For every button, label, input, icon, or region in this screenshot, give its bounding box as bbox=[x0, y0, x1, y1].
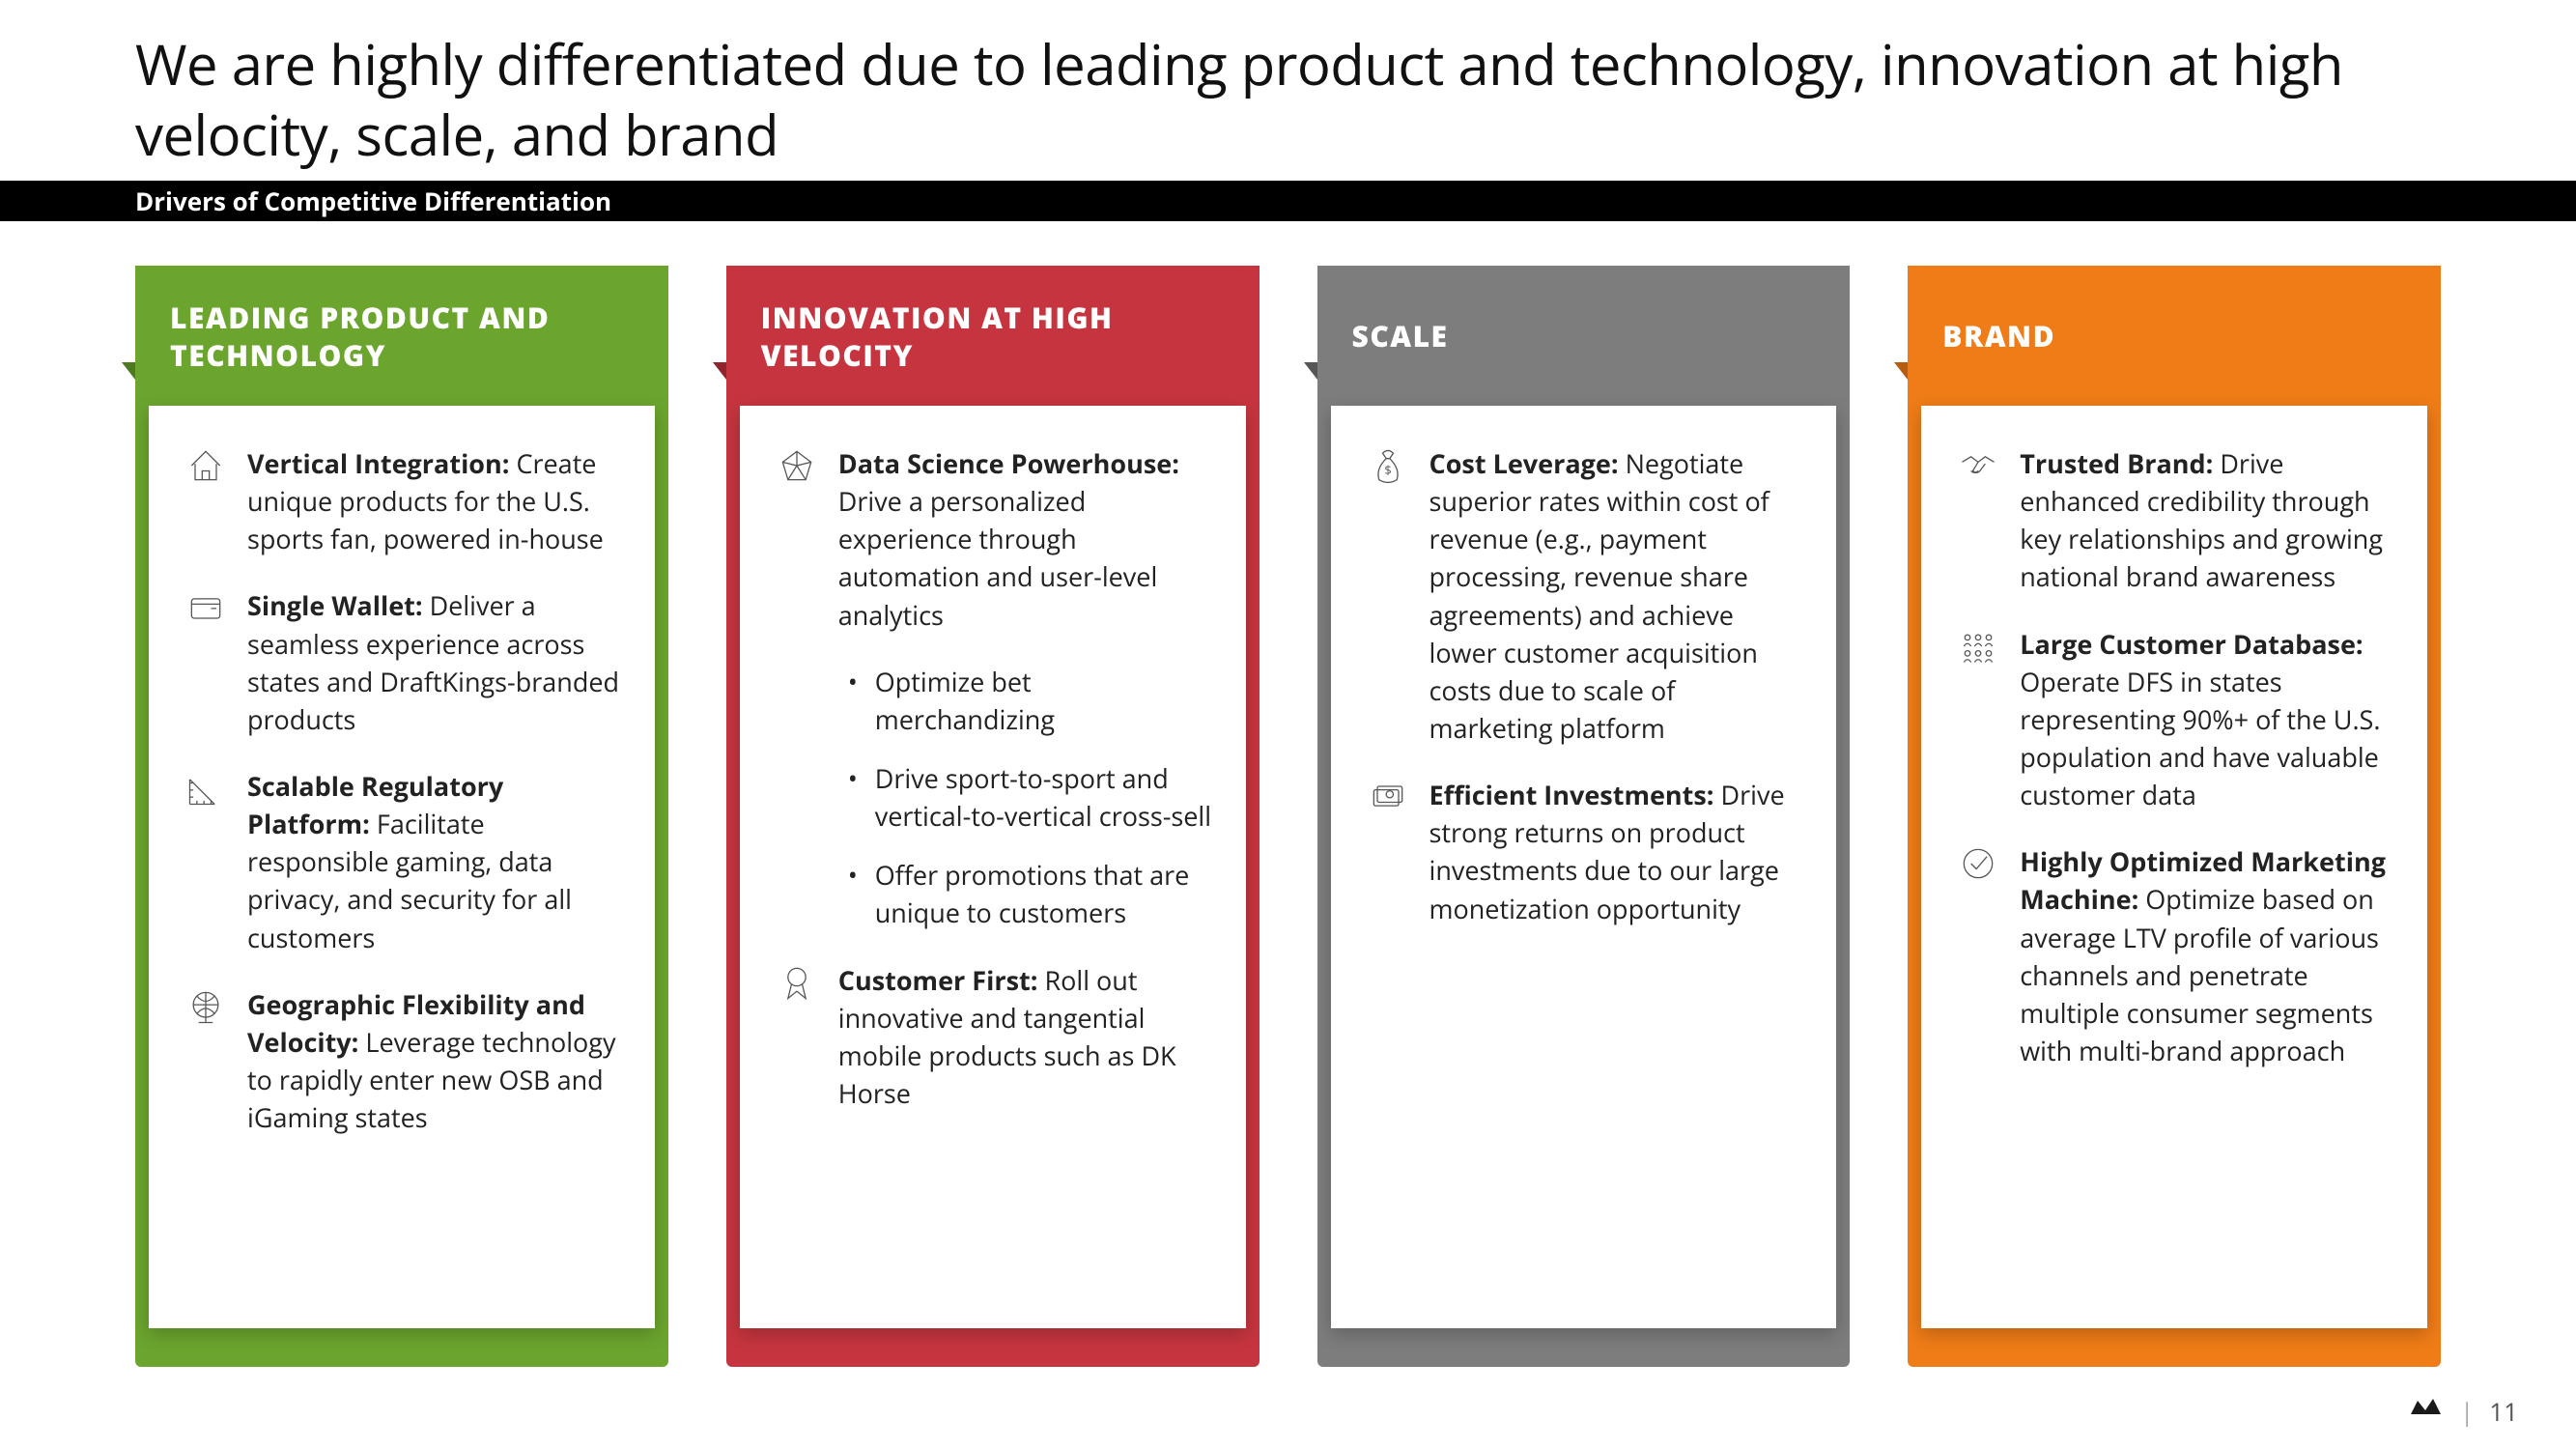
column-card: Trusted Brand: Drive enhanced credibilit… bbox=[1921, 406, 2427, 1328]
item-text: Trusted Brand: Drive enhanced credibilit… bbox=[2020, 444, 2394, 596]
column-header: BRAND bbox=[1908, 266, 2441, 406]
item-text: Large Customer Database: Operate DFS in … bbox=[2020, 625, 2394, 814]
column-item: Customer First: Roll out innovative and … bbox=[773, 961, 1213, 1113]
column-brand: BRAND Trusted Brand: Drive enhanced credi… bbox=[1908, 266, 2441, 1328]
column-item: Single Wallet: Deliver a seamless experi… bbox=[182, 586, 622, 738]
item-text: Geographic Flexibility and Velocity: Lev… bbox=[247, 985, 622, 1137]
item-title: Vertical Integration: bbox=[247, 445, 509, 481]
fold-icon bbox=[1894, 362, 1908, 380]
slide-title: We are highly differentiated due to lead… bbox=[135, 29, 2441, 169]
column-item: Trusted Brand: Drive enhanced credibilit… bbox=[1954, 444, 2394, 596]
sub-bullet: Drive sport-to-sport and vertical-to-ver… bbox=[848, 759, 1213, 835]
fold-icon bbox=[713, 362, 726, 380]
item-title: Single Wallet: bbox=[247, 587, 423, 623]
item-text: Vertical Integration: Create unique prod… bbox=[247, 444, 622, 557]
sub-bullet-list: Optimize bet merchandizing Drive sport-to… bbox=[848, 663, 1213, 932]
item-title: Cost Leverage: bbox=[1430, 445, 1619, 481]
handshake-icon bbox=[1954, 444, 2002, 493]
column-leading: LEADING PRODUCT AND TECHNOLOGY Vertical I… bbox=[135, 266, 668, 1328]
column-card: Vertical Integration: Create unique prod… bbox=[149, 406, 655, 1328]
pentagon-icon bbox=[773, 444, 821, 493]
moneybag-icon: $ bbox=[1364, 444, 1412, 493]
item-body: Negotiate superior rates within cost of … bbox=[1430, 445, 1769, 746]
people-icon bbox=[1954, 625, 2002, 673]
column-item: Highly Optimized Marketing Machine: Opti… bbox=[1954, 842, 2394, 1069]
item-title: Efficient Investments: bbox=[1430, 777, 1714, 812]
sub-bullet: Optimize bet merchandizing bbox=[848, 663, 1213, 738]
footer-separator: | bbox=[2460, 1394, 2474, 1429]
logo-icon bbox=[2406, 1393, 2445, 1430]
globe-icon bbox=[182, 985, 230, 1034]
subtitle-bar: Drivers of Competitive Differentiation bbox=[0, 181, 2576, 221]
column-item: Efficient Investments: Drive strong retu… bbox=[1364, 776, 1804, 927]
column-item: Scalable Regulatory Platform: Facilitate… bbox=[182, 767, 622, 956]
ruler-icon bbox=[182, 767, 230, 815]
column-header: SCALE bbox=[1317, 266, 1851, 406]
target-icon bbox=[1954, 842, 2002, 891]
column-innovation: INNOVATION AT HIGH VELOCITY Data Science … bbox=[726, 266, 1260, 1328]
item-title: Data Science Powerhouse: bbox=[838, 445, 1179, 481]
item-title: Large Customer Database: bbox=[2020, 626, 2363, 662]
item-text: Scalable Regulatory Platform: Facilitate… bbox=[247, 767, 622, 956]
house-icon bbox=[182, 444, 230, 493]
sub-bullet: Offer promotions that are unique to cust… bbox=[848, 856, 1213, 931]
columns-container: LEADING PRODUCT AND TECHNOLOGY Vertical I… bbox=[135, 266, 2441, 1328]
cash-icon bbox=[1364, 776, 1412, 824]
svg-text:$: $ bbox=[1384, 461, 1391, 478]
column-header: INNOVATION AT HIGH VELOCITY bbox=[726, 266, 1260, 406]
item-text: Cost Leverage: Negotiate superior rates … bbox=[1430, 444, 1804, 747]
ribbon-icon bbox=[773, 961, 821, 1009]
footer: | 11 bbox=[2406, 1393, 2518, 1430]
item-body: Operate DFS in states representing 90%+ … bbox=[2020, 664, 2380, 812]
column-item: Geographic Flexibility and Velocity: Lev… bbox=[182, 985, 622, 1137]
column-header: LEADING PRODUCT AND TECHNOLOGY bbox=[135, 266, 668, 406]
page-number: 11 bbox=[2489, 1394, 2518, 1429]
column-item: Vertical Integration: Create unique prod… bbox=[182, 444, 622, 557]
column-item: Large Customer Database: Operate DFS in … bbox=[1954, 625, 2394, 814]
wallet-icon bbox=[182, 586, 230, 635]
item-text: Single Wallet: Deliver a seamless experi… bbox=[247, 586, 622, 738]
fold-icon bbox=[1304, 362, 1317, 380]
subtitle-bar-text: Drivers of Competitive Differentiation bbox=[0, 184, 611, 218]
column-scale: SCALE $ Cost Leverage: Negotiate superior … bbox=[1317, 266, 1851, 1328]
item-text: Efficient Investments: Drive strong retu… bbox=[1430, 776, 1804, 927]
item-text: Highly Optimized Marketing Machine: Opti… bbox=[2020, 842, 2394, 1069]
column-item: Data Science Powerhouse: Drive a persona… bbox=[773, 444, 1213, 634]
item-text: Data Science Powerhouse: Drive a persona… bbox=[838, 444, 1213, 634]
slide: We are highly differentiated due to lead… bbox=[0, 0, 2576, 1449]
column-item: $ Cost Leverage: Negotiate superior rates… bbox=[1364, 444, 1804, 747]
column-card: Data Science Powerhouse: Drive a persona… bbox=[740, 406, 1246, 1328]
item-title: Trusted Brand: bbox=[2020, 445, 2213, 481]
item-text: Customer First: Roll out innovative and … bbox=[838, 961, 1213, 1113]
item-title: Customer First: bbox=[838, 962, 1038, 998]
fold-icon bbox=[122, 362, 135, 380]
item-body: Drive a personalized experience through … bbox=[838, 483, 1158, 632]
column-card: $ Cost Leverage: Negotiate superior rates… bbox=[1331, 406, 1837, 1328]
